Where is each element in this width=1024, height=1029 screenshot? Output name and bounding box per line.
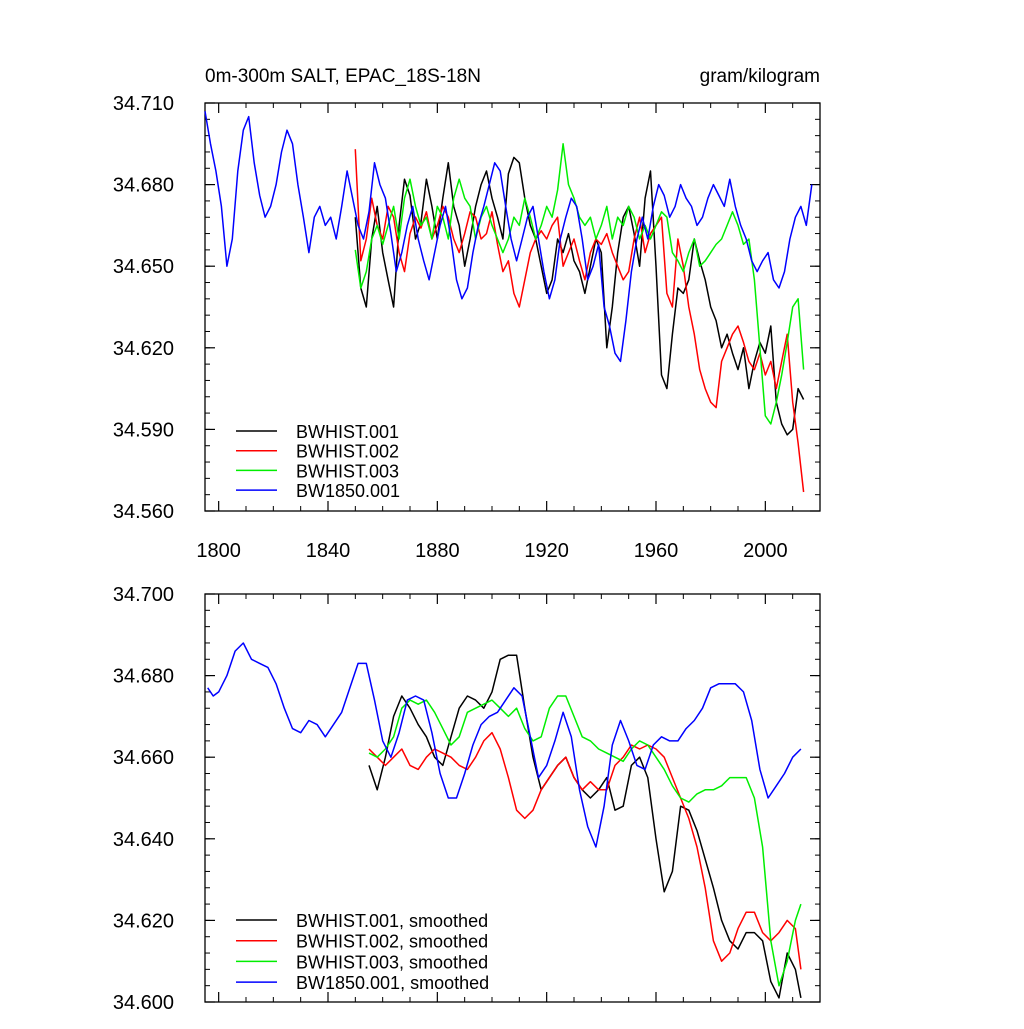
- y-tick-label: 34.590: [113, 419, 174, 441]
- legend-label: BWHIST.003: [296, 461, 399, 481]
- y-tick-label: 34.620: [113, 910, 174, 932]
- y-tick-label: 34.560: [113, 501, 174, 523]
- x-tick-label: 1800: [196, 540, 241, 562]
- legend-label: BW1850.001: [296, 481, 400, 501]
- y-tick-label: 34.680: [113, 175, 174, 197]
- series-line-bwhist-001-smoothed: [368, 654, 802, 999]
- series-line-bwhist-002-smoothed: [368, 731, 802, 970]
- x-tick-label: 1840: [306, 540, 351, 562]
- series-line-bwhist-003-smoothed: [368, 695, 802, 987]
- legend-label: BWHIST.002, smoothed: [296, 932, 488, 952]
- y-tick-label: 34.660: [113, 747, 174, 769]
- y-tick-label: 34.680: [113, 666, 174, 688]
- series-line-bwhist-003: [354, 143, 805, 425]
- y-tick-label: 34.710: [113, 93, 174, 115]
- y-tick-label: 34.700: [113, 584, 174, 606]
- top-panel: 0m-300m SALT, EPAC_18S-18N gram/kilogram…: [113, 66, 821, 562]
- legend-label: BWHIST.001, smoothed: [296, 911, 488, 931]
- series-line-bwhist-002: [354, 149, 805, 493]
- plot-frame: [204, 102, 821, 512]
- bottom-panel: 34.600 34.620 34.640 34.660 34.680 34.700 BWHI…: [113, 584, 821, 1014]
- x-tick-label: 1880: [415, 540, 460, 562]
- legend-label: BWHIST.001: [296, 422, 399, 442]
- x-tick-label: 1920: [524, 540, 569, 562]
- plot-frame: [204, 593, 821, 1003]
- x-tick-label: 1960: [634, 540, 679, 562]
- legend-label: BWHIST.003, smoothed: [296, 952, 488, 972]
- legend-label: BWHIST.002: [296, 442, 399, 462]
- units-label: gram/kilogram: [700, 66, 820, 87]
- y-tick-label: 34.640: [113, 829, 174, 851]
- series-line-bwhist-001: [354, 156, 805, 436]
- y-tick-label: 34.650: [113, 256, 174, 278]
- series-line-bw1850-001-smoothed: [207, 642, 802, 848]
- x-tick-label: 2000: [743, 540, 788, 562]
- y-tick-label: 34.600: [113, 992, 174, 1014]
- legend-label: BW1850.001, smoothed: [296, 973, 489, 993]
- y-tick-label: 34.620: [113, 338, 174, 360]
- chart-title: 0m-300m SALT, EPAC_18S-18N: [205, 66, 481, 87]
- series-line-bw1850-001: [204, 111, 813, 363]
